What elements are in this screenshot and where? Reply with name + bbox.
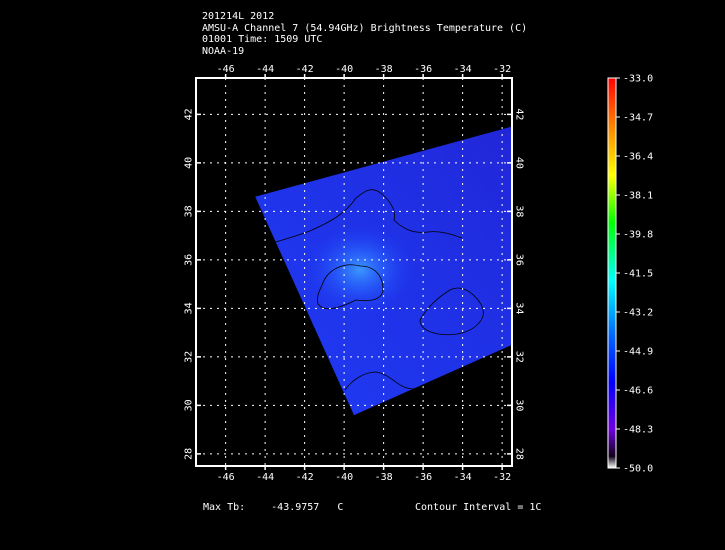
time-label: 01001 Time: 1509 UTC: [202, 34, 323, 45]
lat-tick-label-right: 32: [514, 351, 525, 363]
lon-tick-label-bottom: -40: [335, 472, 353, 483]
lat-tick-label-right: 36: [514, 254, 525, 266]
contour-east: [419, 287, 484, 336]
lon-tick-label-top: -40: [335, 64, 353, 75]
lon-tick-label-bottom: -32: [493, 472, 511, 483]
lon-tick-label-top: -46: [217, 64, 235, 75]
colorbar-label: -36.4: [623, 152, 653, 163]
colorbar-label: -34.7: [623, 113, 653, 124]
colorbar-label: -38.1: [623, 191, 653, 202]
colorbar-label: -41.5: [623, 269, 653, 280]
colorbar-label: -43.2: [623, 308, 653, 319]
lat-tick-label-left: 32: [184, 351, 195, 363]
colorbar-label: -39.8: [623, 230, 653, 241]
lat-tick-label-left: 30: [184, 399, 195, 411]
lon-tick-label-top: -44: [256, 64, 274, 75]
contour-north: [261, 189, 463, 247]
contour-interval-label: Contour Interval = 1C: [415, 502, 542, 513]
max-tb-readout: Max Tb: -43.9757 C: [203, 502, 343, 513]
lat-tick-label-right: 38: [514, 205, 525, 217]
lon-tick-label-bottom: -42: [296, 472, 314, 483]
lon-tick-label-top: -36: [414, 64, 432, 75]
lat-tick-label-right: 30: [514, 399, 525, 411]
lat-tick-label-left: 42: [184, 108, 195, 120]
colorbar: -33.0 -34.7 -36.4 -38.1 -39.8 -41.5 -43.2 -44.9…: [607, 74, 653, 475]
lat-lon-grid: [196, 78, 512, 466]
lat-tick-label-left: 28: [184, 448, 195, 460]
lat-tick-label-right: 34: [514, 302, 525, 314]
lon-tick-label-bottom: -34: [454, 472, 472, 483]
lat-tick-label-right: 42: [514, 108, 525, 120]
lat-tick-label-left: 36: [184, 254, 195, 266]
lon-tick-label-top: -38: [375, 64, 393, 75]
channel-label: AMSU-A Channel 7 (54.94GHz) Brightness T…: [202, 22, 528, 34]
lon-tick-label-top: -42: [296, 64, 314, 75]
lon-tick-label-bottom: -36: [414, 472, 432, 483]
lon-tick-label-bottom: -44: [256, 472, 274, 483]
lon-tick-label-top: -34: [454, 64, 472, 75]
lon-tick-label-bottom: -46: [217, 472, 235, 483]
lon-tick-label-top: -32: [493, 64, 511, 75]
lat-tick-label-right: 40: [514, 157, 525, 169]
plot-header: 201214L 2012 AMSU-A Channel 7 (54.94GHz)…: [202, 11, 527, 57]
colorbar-label: -50.0: [623, 464, 653, 475]
storm-id-label: 201214L 2012: [202, 11, 275, 22]
colorbar-label: -33.0: [623, 74, 653, 85]
lat-tick-label-left: 38: [184, 205, 195, 217]
contour-warm-core: [317, 264, 384, 310]
map-frame: [195, 77, 513, 467]
brightness-temperature-swath: [255, 126, 513, 416]
colorbar-label: -46.6: [623, 386, 653, 397]
colorbar-label: -48.3: [623, 425, 653, 436]
lon-tick-label-bottom: -38: [375, 472, 393, 483]
lat-tick-label-left: 34: [184, 302, 195, 314]
lat-tick-label-right: 28: [514, 448, 525, 460]
max-tb-unit: C: [337, 502, 344, 513]
satellite-label: NOAA-19: [202, 45, 245, 57]
colorbar-scale: [607, 77, 617, 469]
lat-tick-label-left: 40: [184, 157, 195, 169]
colorbar-label: -44.9: [623, 347, 653, 358]
max-tb-value: -43.9757: [271, 502, 320, 513]
max-tb-label: Max Tb:: [203, 502, 246, 513]
